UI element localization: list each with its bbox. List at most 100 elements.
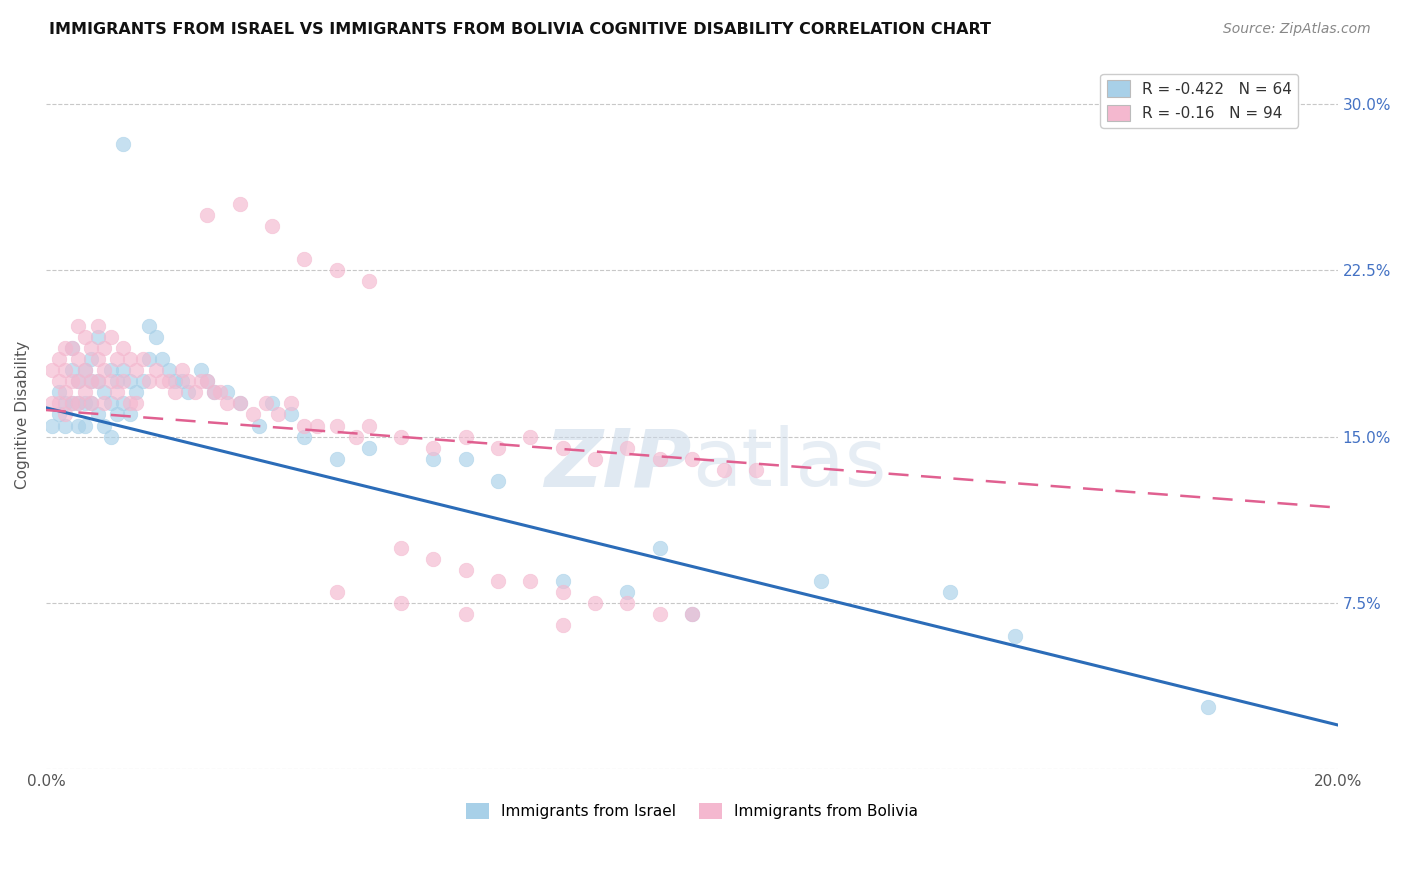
Point (292, 429, 315, 443)
Point (190, 374, 212, 388)
Point (713, 463, 735, 477)
Point (254, 396, 277, 410)
Point (67, 374, 90, 388)
Point (93, 396, 115, 410)
Point (105, 374, 128, 388)
Point (53, 408, 76, 422)
Point (73, 363, 96, 377)
Point (48, 351, 70, 366)
Point (202, 385, 225, 400)
Point (112, 363, 135, 377)
Point (112, 396, 135, 410)
Point (53, 363, 76, 377)
Point (145, 330, 167, 344)
Point (551, 441, 574, 455)
Point (80, 396, 103, 410)
Point (1004, 629, 1026, 643)
Point (150, 374, 173, 388)
Point (138, 351, 160, 366)
Point (247, 418, 270, 433)
Point (267, 408, 290, 422)
Point (519, 574, 541, 588)
Point (307, 418, 329, 433)
Point (138, 374, 160, 388)
Point (53, 418, 76, 433)
Point (67, 318, 90, 333)
Point (150, 351, 173, 366)
Point (551, 618, 574, 632)
Point (454, 607, 477, 621)
Point (681, 607, 703, 621)
Point (118, 374, 141, 388)
Point (260, 396, 283, 410)
Point (357, 418, 380, 433)
Point (170, 363, 193, 377)
Point (86, 374, 108, 388)
Point (93, 418, 115, 433)
Point (60, 363, 83, 377)
Point (454, 563, 477, 577)
Point (197, 374, 219, 388)
Point (616, 441, 638, 455)
Point (157, 363, 180, 377)
Point (145, 363, 167, 377)
Point (53, 385, 76, 400)
Point (112, 136, 135, 151)
Point (389, 596, 412, 610)
Point (325, 451, 347, 466)
Point (551, 574, 574, 588)
Point (215, 385, 238, 400)
Point (60, 396, 83, 410)
Point (41, 363, 63, 377)
Point (105, 385, 128, 400)
Point (616, 585, 638, 599)
Point (86, 318, 108, 333)
Point (80, 374, 103, 388)
Point (681, 607, 703, 621)
Point (486, 574, 509, 588)
Point (100, 330, 122, 344)
Point (67, 374, 90, 388)
Legend: Immigrants from Israel, Immigrants from Bolivia: Immigrants from Israel, Immigrants from … (460, 797, 924, 825)
Point (242, 408, 264, 422)
Point (80, 396, 103, 410)
Point (80, 341, 103, 355)
Point (86, 351, 108, 366)
Point (165, 374, 187, 388)
Point (357, 274, 380, 288)
Point (93, 385, 115, 400)
Point (228, 396, 250, 410)
Point (93, 341, 115, 355)
Point (183, 385, 205, 400)
Point (48, 408, 70, 422)
Point (48, 374, 70, 388)
Point (389, 429, 412, 443)
Point (325, 263, 347, 277)
Point (80, 351, 103, 366)
Point (41, 396, 63, 410)
Point (132, 351, 155, 366)
Point (486, 441, 509, 455)
Point (105, 351, 128, 366)
Text: ZIP: ZIP (544, 425, 692, 503)
Point (422, 451, 444, 466)
Point (67, 396, 90, 410)
Point (105, 408, 128, 422)
Point (197, 374, 219, 388)
Point (67, 351, 90, 366)
Point (648, 451, 671, 466)
Point (228, 196, 250, 211)
Point (681, 451, 703, 466)
Point (67, 396, 90, 410)
Point (357, 441, 380, 455)
Text: IMMIGRANTS FROM ISRAEL VS IMMIGRANTS FROM BOLIVIA COGNITIVE DISABILITY CORRELATI: IMMIGRANTS FROM ISRAEL VS IMMIGRANTS FRO… (49, 22, 991, 37)
Point (197, 208, 219, 222)
Point (215, 396, 238, 410)
Point (73, 396, 96, 410)
Point (73, 385, 96, 400)
Point (202, 385, 225, 400)
Point (118, 351, 141, 366)
Point (157, 374, 180, 388)
Point (422, 551, 444, 566)
Point (73, 418, 96, 433)
